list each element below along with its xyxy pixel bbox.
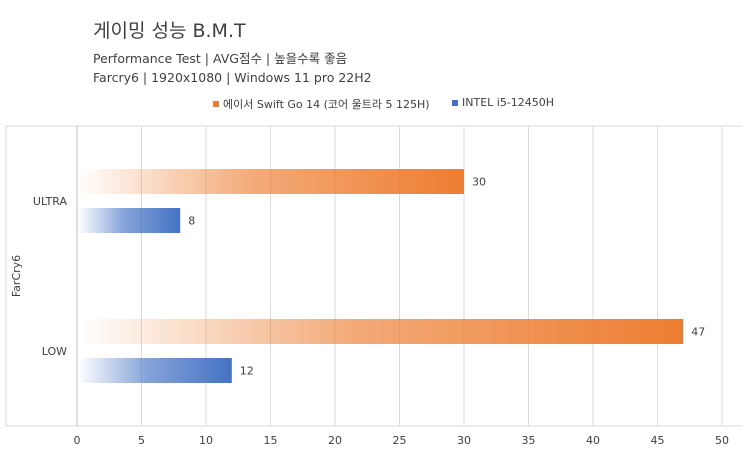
x-tick-label: 0 [74,434,81,447]
chart-subtitle-1: Performance Test | AVG점수 | 높을수록 좋음 [93,51,348,66]
chart-subtitle-2: Farcry6 | 1920x1080 | Windows 11 pro 22H… [93,70,372,85]
x-tick-label: 25 [393,434,407,447]
data-label-ultra-series-1: 30 [472,176,486,189]
x-tick-label: 30 [457,434,471,447]
group-axis-label: FarCry6 [10,255,23,297]
x-tick-label: 5 [138,434,145,447]
legend-swatch-series-1 [213,101,219,107]
x-tick-label: 35 [522,434,536,447]
legend-swatch-series-2 [452,99,458,106]
legend: 에이서 Swift Go 14 (코어 울트라 5 125H) INTEL i5… [0,96,748,112]
category-label-ultra: ULTRA [33,195,68,208]
data-label-low-series-1: 47 [691,326,705,339]
x-tick-label: 10 [199,434,213,447]
x-tick-label: 45 [651,434,665,447]
x-tick-label: 15 [264,434,278,447]
x-tick-label: 40 [586,434,600,447]
data-label-low-series-2: 12 [240,365,254,378]
x-tick-label: 50 [715,434,729,447]
x-tick-label: 20 [328,434,342,447]
legend-label-series-1: 에이서 Swift Go 14 (코어 울트라 5 125H) [223,98,430,111]
bar-ultra-series-1 [78,169,464,194]
data-label-ultra-series-2: 8 [188,215,195,228]
bar-ultra-series-2 [78,208,181,233]
chart-title: 게이밍 성능 B.M.T [93,20,246,42]
bar-low-series-2 [78,358,232,383]
bar-low-series-1 [78,319,684,344]
category-label-low: LOW [42,345,67,358]
legend-item-series-1: 에이서 Swift Go 14 (코어 울트라 5 125H) [213,96,430,112]
legend-label-series-2: INTEL i5-12450H [462,96,555,109]
legend-item-series-2: INTEL i5-12450H [452,96,554,109]
